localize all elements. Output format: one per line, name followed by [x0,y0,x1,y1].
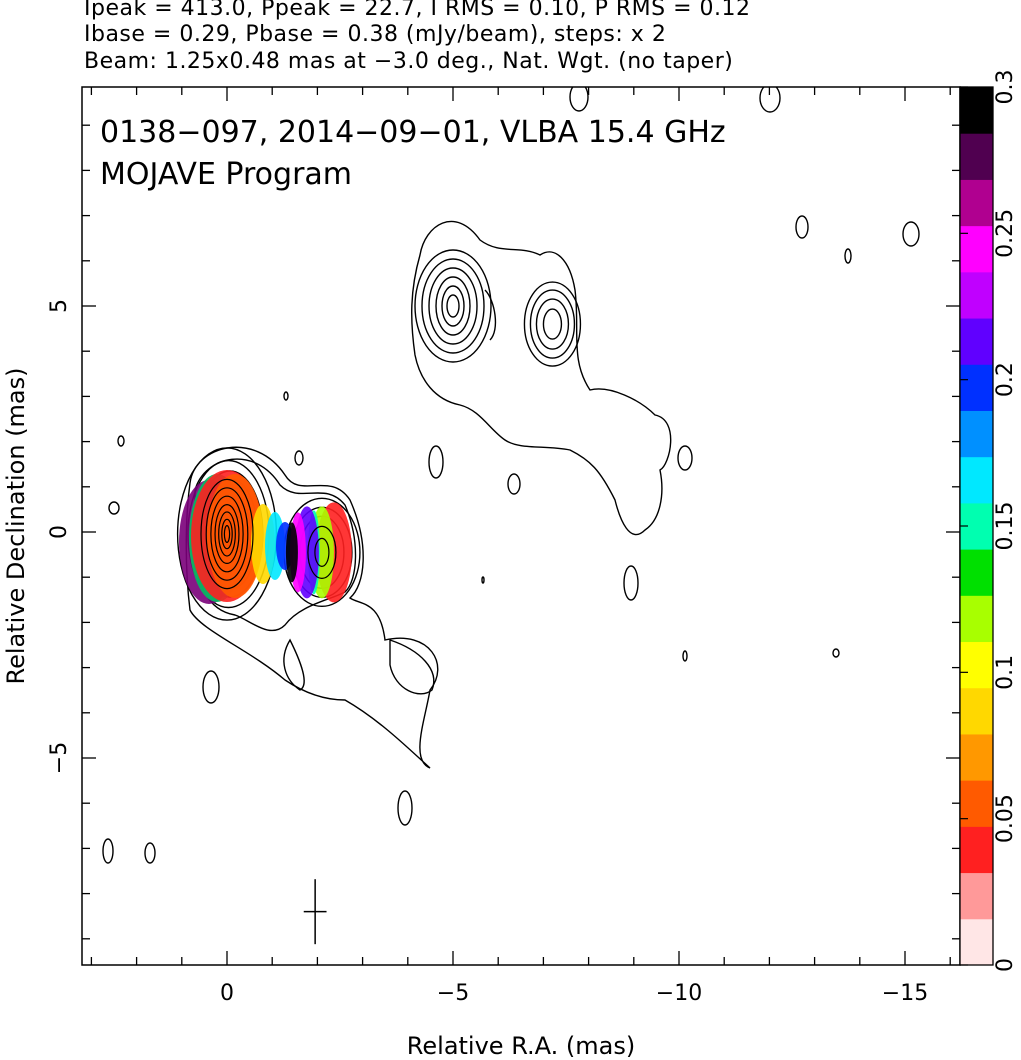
colorbar-swatch [960,318,993,365]
contour-noise [202,670,220,704]
axis-ticks: 0 −5 −10 −15 5 0 −5 [47,87,960,1006]
y-tick-label: −5 [47,742,72,774]
contour-upper-level [435,276,471,336]
colorbar-tick-label: 0.25 [993,209,1018,258]
contour-outer-core [185,446,439,769]
contour-upper-level [529,289,576,359]
contour-core-overlay [218,511,236,557]
contour-noise [795,215,809,239]
contour-noise [283,391,289,401]
contour-upper-level [535,298,570,350]
colorbar-swatch [960,733,993,781]
contour-noise [677,445,693,471]
contour-core-2 [194,458,357,632]
colorbar-swatch [960,410,993,458]
contour-noise [108,501,120,515]
x-axis-title: Relative R.A. (mas) [407,1032,635,1060]
contour-upper-level [414,249,492,363]
contour-noise [902,221,920,247]
contour-noise [117,435,125,447]
colorbar-swatch [960,780,993,827]
y-axis-title: Relative Declination (mas) [2,367,30,684]
contour-noise [102,838,114,864]
contour-knot-overlay [314,537,330,567]
colorbar-swatch [960,826,993,874]
contour-noise [428,445,444,479]
contour-knot-overlay [307,525,337,579]
x-tick-label: −5 [437,981,469,1006]
contour-core-overlay [210,495,244,573]
header-stats-line: Ipeak = 413.0, Ppeak = 22.7, I RMS = 0.1… [84,0,751,21]
contour-core-overlay [221,518,233,550]
colorbar-tick-label: 0.05 [993,794,1018,843]
contour-core-overlay [200,478,254,590]
y-tick-label: 0 [47,525,72,539]
colorbar-swatch [960,687,993,735]
colorbar-swatch [960,872,993,920]
contour-noise [144,842,156,864]
contour-noise [294,450,304,466]
colorbar-swatch [960,87,993,134]
colorbar-swatch [960,179,993,227]
colorbar-swatch [960,595,993,643]
header-beam-line: Beam: 1.25x0.48 mas at −3.0 deg., Nat. W… [84,49,734,74]
colorbar-tick-label: 0.2 [993,362,1018,397]
plot-title: 0138−097, 2014−09−01, VLBA 15.4 GHz [100,115,726,150]
colorbar-swatch [960,641,993,689]
contour-noise [623,565,639,601]
contour-jet-knot [389,639,435,695]
contour-upper-level [441,285,465,327]
y-tick-label: 5 [47,299,72,313]
colorbar-swatch [960,133,993,180]
contour-upper-level [542,308,563,340]
x-tick-label: 0 [220,981,234,1006]
contour-noise [481,576,485,584]
x-tick-label: −15 [882,981,928,1006]
contour-jet-knot [283,638,305,691]
contour-upper-level [421,258,485,354]
colorbar-tick-label: 0 [993,958,1018,972]
contour-upper-level [446,294,460,318]
contour-core-overlay [214,504,240,565]
colorbar-swatch [960,918,993,966]
contour-upper-level [428,267,478,345]
colorbar-swatch [960,456,993,504]
contour-core-overlay [205,487,249,581]
contour-upper-bridge [484,289,497,341]
contour-noise [397,790,413,826]
colorbar-swatch [960,549,993,596]
colorbar: 0 0.05 0.1 0.15 0.2 0.25 0.3 [959,70,1018,972]
contour-noise [682,650,688,662]
pol-knot-edge [285,522,298,583]
contour-noise [759,87,781,113]
contour-upper-level [523,281,582,367]
contour-noise [832,648,840,658]
contour-core-overlay [223,524,231,543]
colorbar-swatch [960,364,993,411]
colorbar-tick-label: 0.15 [993,502,1018,551]
contour-noise [507,473,521,495]
colorbar-swatch [960,271,993,319]
colorbar-tick-label: 0.3 [993,70,1018,105]
polarization-layer [179,470,352,604]
header-base-line: Ibase = 0.29, Pbase = 0.38 (mJy/beam), s… [84,22,667,47]
plot-subtitle: MOJAVE Program [100,157,352,192]
x-tick-label: −10 [656,981,702,1006]
contour-noise [844,248,852,264]
contour-outer-upper [411,220,672,536]
contour-noise [569,87,589,112]
colorbar-tick-label: 0.1 [993,655,1018,690]
colorbar-swatch [960,225,993,273]
